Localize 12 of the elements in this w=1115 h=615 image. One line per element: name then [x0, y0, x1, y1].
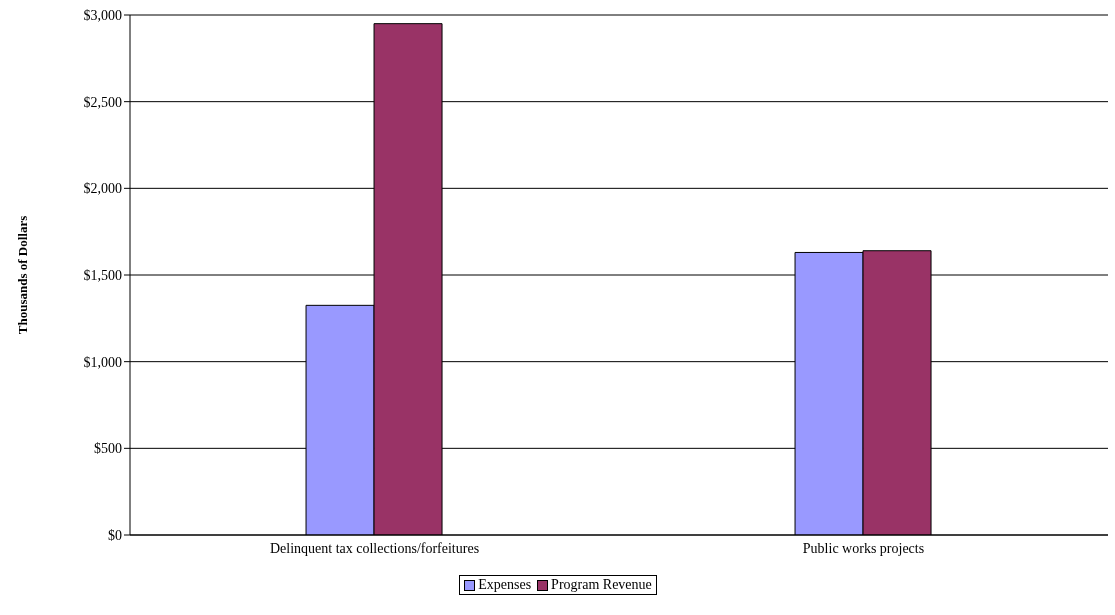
x-tick-label: Public works projects — [802, 540, 925, 556]
y-tick-label: $1,500 — [83, 267, 122, 283]
x-tick-label: Delinquent tax collections/forfeitures — [269, 540, 480, 556]
y-tick-label: $3,000 — [83, 7, 122, 23]
y-axis-title: Thousands of Dollars — [14, 215, 30, 335]
legend-label: Expenses — [477, 577, 532, 593]
y-tick-label: $0 — [108, 527, 122, 543]
y-tick-label: $500 — [94, 441, 122, 457]
legend-label: Program Revenue — [550, 577, 652, 593]
y-tick-label: $1,000 — [83, 354, 122, 370]
y-tick-label: $2,500 — [83, 94, 122, 110]
y-tick-label: $2,000 — [83, 181, 122, 197]
